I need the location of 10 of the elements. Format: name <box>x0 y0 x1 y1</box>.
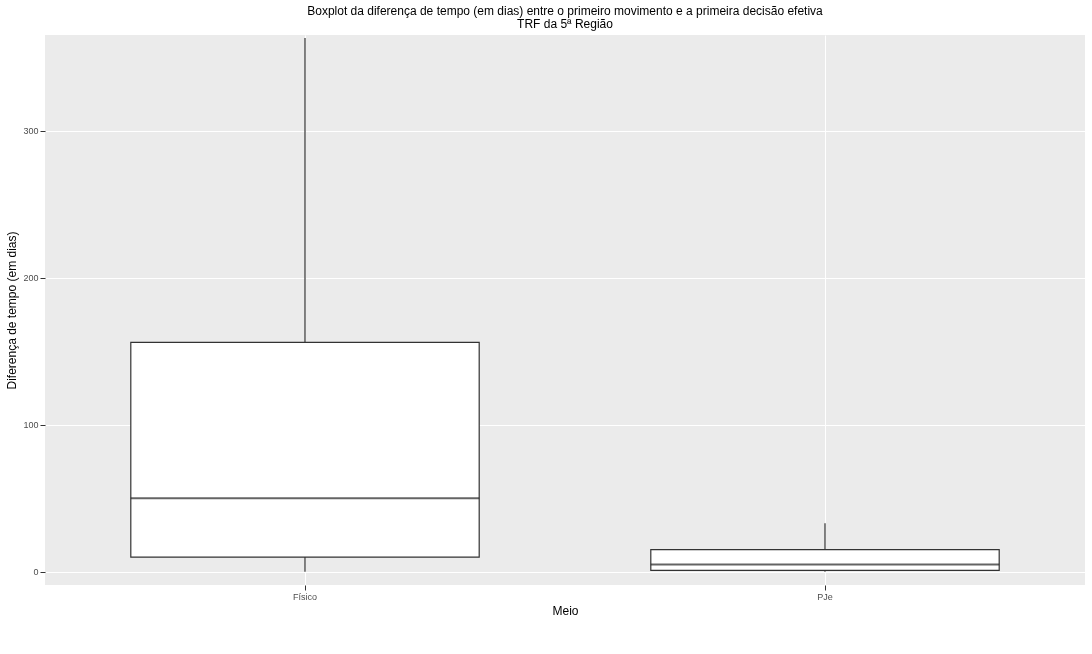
y-tick-label: 200 <box>23 273 39 284</box>
chart-title: Boxplot da diferença de tempo (em dias) entre o primeiro movimento e a primeira decisão efetiva <box>307 4 824 18</box>
x-axis-title: Meio <box>552 603 579 618</box>
y-tick-label: 0 <box>33 567 39 578</box>
x-tick-label: Físico <box>292 591 318 602</box>
x-tick-label: PJe <box>817 591 833 602</box>
y-axis-title: Diferença de tempo (em dias) <box>5 231 20 390</box>
chart-subtitle: TRF da 5ª Região <box>517 17 614 31</box>
y-tick-label: 300 <box>23 126 39 137</box>
y-tick-label: 100 <box>23 420 39 431</box>
